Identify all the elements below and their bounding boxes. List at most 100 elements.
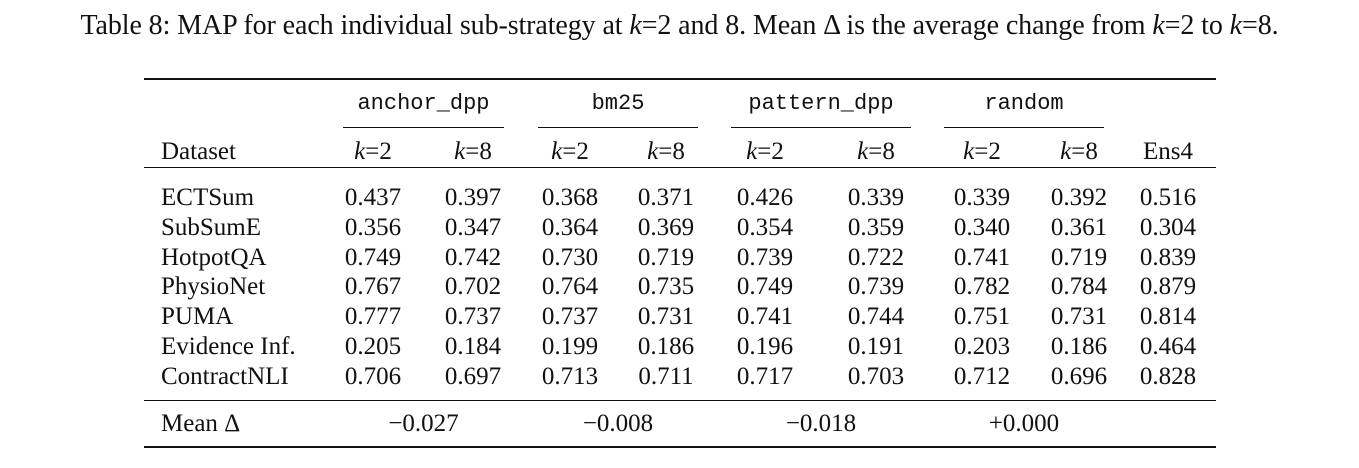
table-cell: 0.737 (444, 303, 502, 331)
k8-header: k=8 (647, 138, 685, 165)
k2-header: k=2 (746, 138, 784, 165)
table-cell: 0.731 (1050, 303, 1108, 331)
k8-header: k=8 (1060, 138, 1098, 165)
table-cell: 0.717 (736, 362, 794, 390)
table-cell: 0.730 (541, 243, 599, 271)
ens4-cell: 0.879 (1139, 273, 1197, 301)
table-cell: 0.777 (344, 303, 402, 331)
group-header-bm25: bm25 (591, 91, 645, 116)
table-cell: 0.196 (736, 333, 794, 360)
caption-mid-2: =2 to (1164, 10, 1230, 41)
ens4-cell: 0.814 (1139, 303, 1197, 331)
ens4-header: Ens4 (1143, 138, 1193, 165)
table-cell: 0.191 (847, 333, 905, 360)
table-cell: 0.767 (344, 273, 402, 301)
table-cell: 0.749 (344, 243, 402, 271)
group-underline (343, 127, 504, 128)
table-cell: 0.737 (541, 303, 599, 331)
row-dataset-label: Evidence Inf. (161, 333, 296, 360)
table-cell: 0.203 (953, 333, 1011, 360)
group-header-anchor-dpp: anchor_dpp (357, 91, 490, 116)
group-underline (944, 127, 1104, 128)
ens4-cell: 0.839 (1139, 243, 1197, 271)
group-underline (538, 127, 698, 128)
dataset-header: Dataset (161, 138, 236, 165)
group-header-random: random (984, 91, 1064, 116)
table-cell: 0.735 (637, 273, 695, 301)
ens4-cell: 0.516 (1139, 184, 1197, 211)
table-cell: 0.339 (953, 184, 1011, 211)
table-cell: 0.697 (444, 362, 502, 390)
caption-k-1: k (629, 10, 642, 41)
row-dataset-label: HotpotQA (161, 243, 267, 271)
row-dataset-label: PhysioNet (161, 273, 266, 301)
ens4-cell: 0.304 (1139, 213, 1197, 241)
table-cell: 0.696 (1050, 362, 1108, 390)
table-cell: 0.719 (637, 243, 695, 271)
table-cell: 0.741 (736, 303, 794, 331)
mean-delta-cell: −0.018 (785, 410, 857, 437)
table-cell: 0.354 (736, 213, 794, 241)
ens4-cell: 0.464 (1139, 333, 1197, 360)
table-cell: 0.186 (1050, 333, 1108, 360)
row-dataset-label: SubSumE (161, 213, 262, 241)
table-cell: 0.764 (541, 273, 599, 301)
table-cell: 0.426 (736, 184, 794, 211)
k2-header: k=2 (963, 138, 1001, 165)
table-cell: 0.731 (637, 303, 695, 331)
caption-prefix: Table 8: MAP for each individual sub-str… (80, 10, 630, 41)
row-dataset-label: PUMA (161, 303, 234, 331)
caption-mid-1: =2 and 8. Mean Δ is the average change f… (641, 10, 1153, 41)
table-cell: 0.199 (541, 333, 599, 360)
table-cell: 0.205 (344, 333, 402, 360)
table-cell: 0.712 (953, 362, 1011, 390)
table-cell: 0.703 (847, 362, 905, 390)
table-cell: 0.397 (444, 184, 502, 211)
ens4-cell: 0.828 (1139, 362, 1197, 390)
table-cell: 0.742 (444, 243, 502, 271)
mean-rule (144, 400, 1216, 401)
table-cell: 0.722 (847, 243, 905, 271)
mean-delta-cell: +0.000 (988, 410, 1060, 437)
table-cell: 0.392 (1050, 184, 1108, 211)
k8-header: k=8 (857, 138, 895, 165)
row-dataset-label: ECTSum (161, 184, 255, 211)
group-header-pattern-dpp: pattern_dpp (748, 91, 894, 116)
table-cell: 0.782 (953, 273, 1011, 301)
table-cell: 0.702 (444, 273, 502, 301)
table-cell: 0.744 (847, 303, 905, 331)
table-cell: 0.347 (444, 213, 502, 241)
table-cell: 0.711 (638, 362, 694, 390)
table-cell: 0.184 (444, 333, 502, 360)
table-cell: 0.739 (847, 273, 905, 301)
table-cell: 0.356 (344, 213, 402, 241)
k2-header: k=2 (551, 138, 589, 165)
table-cell: 0.340 (953, 213, 1011, 241)
row-dataset-label: ContractNLI (161, 362, 289, 390)
table-cell: 0.739 (736, 243, 794, 271)
table-cell: 0.368 (541, 184, 599, 211)
table-cell: 0.784 (1050, 273, 1108, 301)
table-cell: 0.741 (953, 243, 1011, 271)
mean-delta-label: Mean Δ (161, 410, 241, 437)
table-caption: Table 8: MAP for each individual sub-str… (0, 10, 1359, 42)
group-underline (731, 127, 911, 128)
table-cell: 0.749 (736, 273, 794, 301)
caption-suffix: =8. (1242, 10, 1279, 41)
table-cell: 0.706 (344, 362, 402, 390)
mean-delta-cell: −0.027 (388, 410, 459, 437)
table-cell: 0.751 (953, 303, 1011, 331)
table-cell: 0.364 (541, 213, 599, 241)
table-cell: 0.369 (637, 213, 695, 241)
caption-k-2: k (1152, 10, 1165, 41)
table-cell: 0.719 (1050, 243, 1108, 271)
table-cell: 0.437 (344, 184, 402, 211)
table-cell: 0.339 (847, 184, 905, 211)
header-rule (144, 167, 1216, 168)
mean-delta-cell: −0.008 (582, 410, 654, 437)
k2-header: k=2 (354, 138, 392, 165)
caption-k-3: k (1229, 10, 1242, 41)
table-cell: 0.371 (637, 184, 695, 211)
bottom-rule (144, 446, 1216, 448)
table-cell: 0.186 (637, 333, 695, 360)
